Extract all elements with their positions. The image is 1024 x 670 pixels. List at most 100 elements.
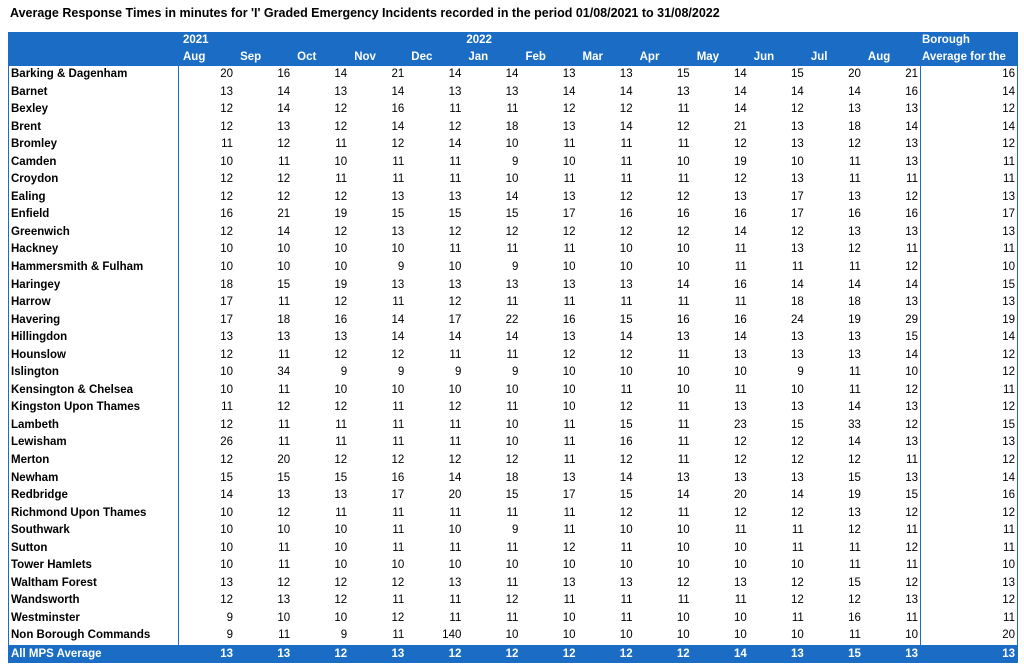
row-value: 15: [905, 489, 918, 502]
row-value: 12: [905, 418, 918, 431]
row-value: 10: [791, 383, 804, 396]
row-value: 10: [905, 366, 918, 379]
row-value: 14: [619, 331, 633, 344]
row-average: 12: [1002, 138, 1015, 151]
row-value: 11: [563, 418, 576, 431]
row-value: 13: [220, 331, 234, 344]
row-average: 14: [1002, 331, 1015, 344]
row-value: 21: [277, 208, 291, 221]
row-value: 23: [733, 418, 747, 431]
row-value: 9: [397, 366, 405, 379]
row-value: 15: [277, 471, 291, 484]
row-name: Richmond Upon Thames: [11, 506, 147, 519]
row-value: 11: [734, 296, 747, 309]
row-value: 10: [448, 524, 462, 537]
row-value: 10: [562, 261, 576, 273]
row-value: 11: [278, 541, 291, 554]
row-value: 21: [391, 68, 405, 80]
row-value: 13: [505, 85, 519, 98]
row-average: 14: [1002, 85, 1015, 98]
row-average: 17: [1002, 208, 1015, 221]
row-average: 19: [1002, 313, 1015, 326]
row-value: 10: [619, 366, 633, 379]
footer-value: 13: [905, 647, 918, 660]
row-value: 14: [848, 401, 861, 414]
row-average: 13: [1002, 225, 1015, 238]
month-header: Apr: [639, 51, 660, 63]
row-average: 15: [1002, 278, 1015, 291]
row-value: 16: [391, 471, 405, 484]
row-value: 12: [220, 348, 234, 361]
row-value: 12: [848, 524, 861, 537]
row-value: 11: [677, 506, 690, 519]
row-value: 17: [220, 313, 234, 326]
row-value: 15: [220, 471, 234, 484]
row-value: 11: [221, 138, 234, 151]
row-value: 12: [676, 190, 690, 203]
row-value: 16: [562, 313, 576, 326]
row-value: 13: [562, 120, 576, 133]
row-value: 11: [506, 401, 519, 414]
row-value: 11: [278, 296, 291, 309]
row-value: 11: [848, 366, 861, 379]
row-value: 12: [848, 243, 861, 256]
row-value: 11: [734, 261, 747, 273]
row-value: 13: [391, 190, 405, 203]
row-value: 11: [677, 296, 690, 309]
row-value: 11: [906, 454, 918, 466]
row-value: 11: [506, 576, 519, 589]
row-value: 14: [391, 331, 405, 344]
row-value: 10: [334, 261, 348, 273]
row-value: 11: [906, 559, 918, 572]
row-value: 11: [677, 436, 690, 449]
row-value: 12: [562, 541, 576, 554]
row-name: Harrow: [11, 296, 51, 309]
row-value: 13: [848, 103, 861, 116]
footer-value: 13: [791, 647, 804, 660]
row-value: 13: [905, 138, 918, 151]
row-average: 12: [1002, 103, 1015, 116]
footer-average: 13: [1002, 647, 1015, 660]
row-value: 12: [905, 576, 918, 589]
row-value: 13: [562, 471, 576, 484]
row-value: 12: [619, 401, 633, 414]
row-value: 10: [619, 243, 633, 256]
month-header: Aug: [867, 51, 891, 63]
month-header: Sep: [240, 51, 262, 63]
row-name: Hounslow: [11, 348, 66, 361]
row-value: 11: [848, 559, 861, 572]
row-value: 14: [391, 120, 405, 133]
row-value: 9: [512, 366, 519, 379]
row-value: 15: [848, 471, 861, 484]
row-value: 11: [563, 524, 576, 537]
row-value: 19: [334, 278, 348, 291]
row-value: 13: [905, 401, 918, 414]
row-value: 14: [619, 471, 633, 484]
month-header: Mar: [582, 51, 603, 63]
row-value: 140: [442, 629, 462, 642]
row-value: 9: [226, 611, 234, 624]
row-value: 9: [226, 629, 234, 642]
row-value: 14: [448, 68, 462, 80]
row-value: 12: [619, 506, 633, 519]
row-value: 12: [277, 173, 291, 186]
row-value: 13: [733, 190, 747, 203]
row-value: 10: [733, 559, 747, 572]
row-value: 12: [905, 541, 918, 554]
row-value: 13: [733, 401, 747, 414]
row-value: 16: [905, 208, 918, 221]
border: [8, 32, 9, 663]
row-average: 11: [1003, 524, 1015, 537]
row-value: 16: [848, 208, 861, 221]
row-value: 12: [791, 454, 804, 466]
row-value: 13: [733, 348, 747, 361]
row-value: 11: [278, 629, 291, 642]
row-average: 12: [1002, 366, 1015, 379]
row-name: Greenwich: [11, 225, 70, 238]
row-value: 14: [448, 471, 462, 484]
row-value: 13: [505, 278, 519, 291]
row-value: 17: [391, 489, 405, 502]
row-value: 11: [848, 383, 861, 396]
row-value: 12: [448, 401, 462, 414]
row-value: 11: [449, 243, 462, 256]
